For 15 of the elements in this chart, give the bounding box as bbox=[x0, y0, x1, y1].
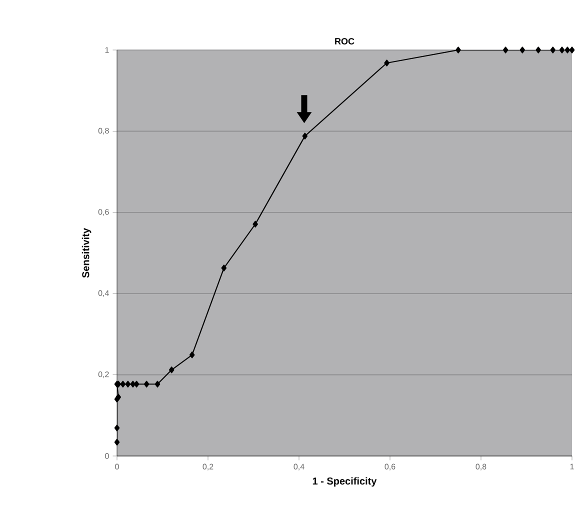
x-tick-label: 0,4 bbox=[294, 464, 304, 470]
x-axis-title: 1 - Specificity bbox=[312, 477, 377, 487]
y-tick-label: 0,2 bbox=[98, 371, 109, 378]
y-tick-label: 0,4 bbox=[98, 290, 109, 297]
y-tick-label: 0,8 bbox=[98, 128, 109, 134]
x-tick-label: 1 bbox=[570, 464, 574, 470]
x-tick-label: 0,6 bbox=[384, 464, 396, 470]
x-tick-label: 0 bbox=[115, 464, 119, 470]
x-tick-label: 0,8 bbox=[476, 464, 486, 470]
y-tick-label: 0 bbox=[105, 453, 109, 459]
chart-title: ROC bbox=[335, 38, 354, 44]
y-axis-title: Sensitivity bbox=[82, 228, 92, 278]
y-tick-label: 1 bbox=[105, 47, 109, 53]
y-tick-label: 0,6 bbox=[98, 209, 109, 216]
x-tick-label: 0,2 bbox=[202, 464, 214, 470]
